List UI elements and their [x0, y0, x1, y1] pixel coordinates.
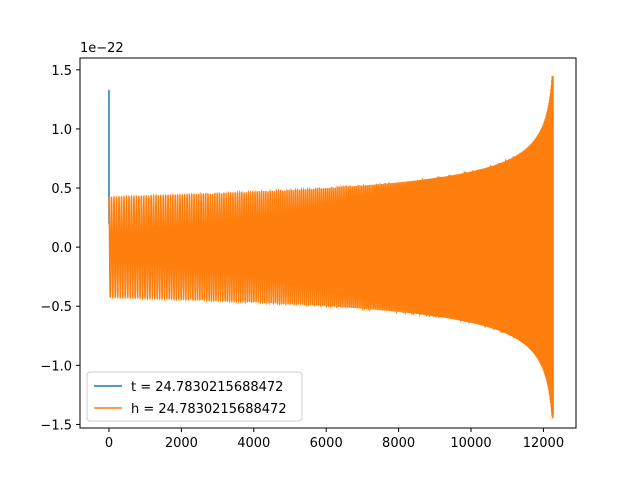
x-tick-label: 6000 [310, 436, 343, 451]
x-tick-label: 4000 [237, 436, 270, 451]
x-tick-label: 12000 [523, 436, 564, 451]
x-tick-label: 10000 [450, 436, 491, 451]
series-h-line [108, 76, 554, 419]
axes-frame [79, 57, 577, 429]
legend-label: h = 24.7830215688472 [131, 402, 287, 417]
y-tick-label: 0.0 [51, 241, 72, 256]
y-tick-label: 0.5 [51, 182, 72, 197]
x-tick-label: 8000 [382, 436, 415, 451]
x-tick-label: 0 [105, 436, 113, 451]
legend: t = 24.7830215688472 h = 24.7830215688472 [86, 371, 303, 422]
legend-box [86, 371, 303, 422]
y-tick-label: −1.0 [40, 359, 72, 374]
y-tick-label: 1.5 [51, 64, 72, 79]
y-offset-label: 1e−22 [80, 41, 124, 56]
y-tick-label: 1.0 [51, 123, 72, 138]
y-axis: −1.5 −1.0 −0.5 0.0 0.5 1.0 1.5 [40, 64, 80, 433]
y-tick-label: −1.5 [40, 418, 72, 433]
x-axis: 0 2000 4000 6000 8000 10000 12000 [105, 428, 564, 451]
legend-label: t = 24.7830215688472 [131, 380, 283, 395]
x-tick-label: 2000 [165, 436, 198, 451]
plot-area [108, 76, 554, 419]
y-tick-label: −0.5 [40, 300, 72, 315]
